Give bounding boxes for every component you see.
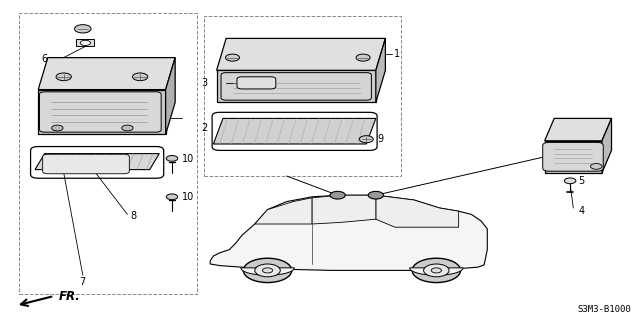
Circle shape	[75, 25, 91, 33]
Circle shape	[56, 73, 71, 81]
Circle shape	[590, 164, 602, 169]
Circle shape	[52, 125, 63, 131]
Polygon shape	[376, 38, 385, 102]
Circle shape	[80, 40, 90, 45]
Polygon shape	[210, 195, 487, 270]
Circle shape	[356, 54, 370, 61]
Text: 2: 2	[201, 123, 207, 133]
Circle shape	[225, 54, 240, 61]
Polygon shape	[38, 58, 175, 90]
Polygon shape	[35, 154, 159, 170]
Text: 10: 10	[182, 154, 194, 164]
Circle shape	[243, 258, 292, 283]
Text: 7: 7	[80, 276, 86, 287]
Polygon shape	[545, 141, 602, 173]
Polygon shape	[213, 118, 376, 144]
Polygon shape	[217, 70, 376, 102]
FancyBboxPatch shape	[43, 154, 129, 174]
Bar	[76, 39, 94, 46]
Polygon shape	[38, 90, 166, 134]
Polygon shape	[166, 58, 175, 134]
Text: 5: 5	[578, 176, 585, 186]
Circle shape	[262, 268, 273, 273]
Bar	[204, 16, 401, 176]
Polygon shape	[217, 38, 385, 70]
Circle shape	[431, 268, 441, 273]
FancyBboxPatch shape	[39, 92, 161, 132]
Circle shape	[412, 258, 461, 283]
Circle shape	[564, 178, 576, 184]
Circle shape	[122, 125, 133, 131]
Circle shape	[330, 191, 345, 199]
FancyBboxPatch shape	[221, 73, 371, 100]
Polygon shape	[376, 195, 459, 227]
Circle shape	[424, 264, 449, 277]
Circle shape	[255, 264, 280, 277]
Text: 9: 9	[377, 134, 383, 144]
Circle shape	[132, 73, 148, 81]
Polygon shape	[602, 118, 612, 173]
Text: 6: 6	[41, 54, 48, 64]
Text: FR.: FR.	[59, 291, 80, 303]
FancyBboxPatch shape	[237, 77, 276, 89]
Circle shape	[368, 191, 383, 199]
Polygon shape	[410, 268, 463, 275]
Polygon shape	[241, 268, 294, 275]
Text: 8: 8	[131, 211, 137, 221]
Text: 1: 1	[394, 49, 400, 60]
Circle shape	[166, 156, 178, 161]
Circle shape	[359, 136, 373, 143]
Text: 4: 4	[578, 206, 585, 216]
Polygon shape	[545, 118, 612, 141]
Text: 10: 10	[182, 192, 194, 202]
Polygon shape	[255, 198, 312, 224]
Text: S3M3-B1000: S3M3-B1000	[577, 305, 631, 314]
Circle shape	[166, 194, 178, 200]
Bar	[19, 13, 197, 294]
Polygon shape	[312, 195, 376, 224]
Text: 3: 3	[201, 78, 207, 88]
FancyBboxPatch shape	[543, 142, 603, 171]
